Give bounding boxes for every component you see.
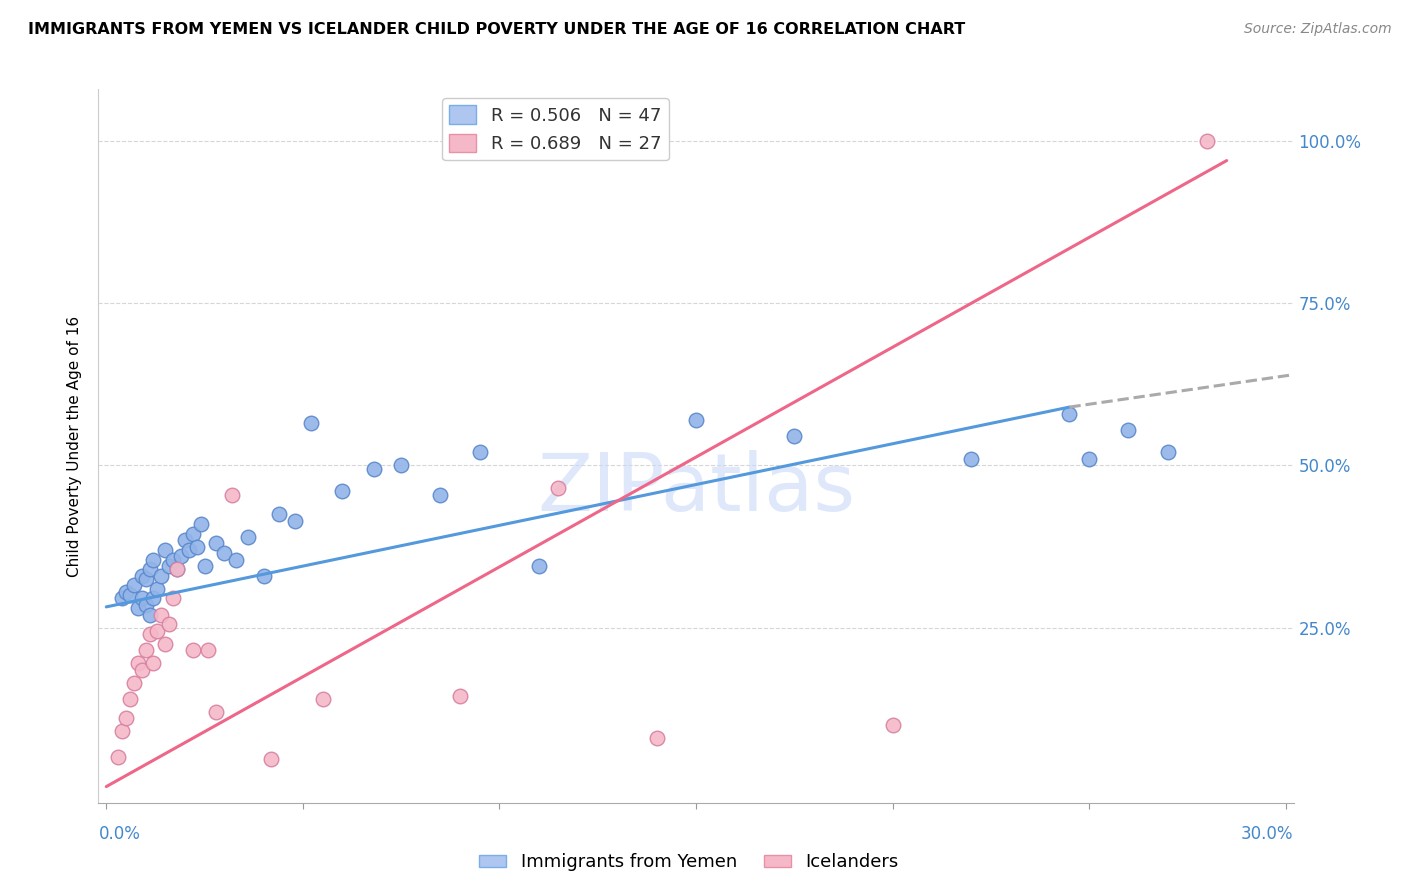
Point <box>150 607 173 622</box>
Point <box>212 546 235 560</box>
Point <box>131 568 153 582</box>
Point <box>122 675 145 690</box>
Point <box>960 452 983 467</box>
Point <box>115 585 138 599</box>
Point <box>236 530 259 544</box>
Point <box>389 458 412 473</box>
Point <box>157 559 180 574</box>
Point <box>330 484 353 499</box>
Text: 0.0%: 0.0% <box>98 825 141 843</box>
Point <box>162 552 184 566</box>
Point <box>127 601 149 615</box>
Point <box>127 657 149 671</box>
Point <box>311 692 333 706</box>
Point <box>135 598 157 612</box>
Point <box>547 481 569 495</box>
Point <box>138 607 160 622</box>
Point <box>166 562 188 576</box>
Point <box>363 461 385 475</box>
Point <box>181 643 204 657</box>
Point <box>1195 134 1218 148</box>
Text: IMMIGRANTS FROM YEMEN VS ICELANDER CHILD POVERTY UNDER THE AGE OF 16 CORRELATION: IMMIGRANTS FROM YEMEN VS ICELANDER CHILD… <box>28 22 966 37</box>
Point <box>115 711 138 725</box>
Point <box>252 568 274 582</box>
Point <box>468 445 491 459</box>
Point <box>193 559 215 574</box>
Text: 30.0%: 30.0% <box>1241 825 1294 843</box>
Point <box>138 627 160 641</box>
Point <box>142 657 165 671</box>
Point <box>1059 407 1081 421</box>
Point <box>449 689 471 703</box>
Point <box>138 562 160 576</box>
Text: Source: ZipAtlas.com: Source: ZipAtlas.com <box>1244 22 1392 37</box>
Point <box>174 533 197 547</box>
Point <box>1078 452 1101 467</box>
Point <box>205 536 228 550</box>
Point <box>685 413 707 427</box>
Point <box>150 568 173 582</box>
Legend: R = 0.506   N = 47, R = 0.689   N = 27: R = 0.506 N = 47, R = 0.689 N = 27 <box>441 98 668 161</box>
Point <box>197 643 219 657</box>
Point <box>107 750 129 764</box>
Point <box>269 507 291 521</box>
Point <box>131 663 153 677</box>
Point <box>527 559 550 574</box>
Point <box>181 526 204 541</box>
Point <box>118 692 141 706</box>
Point <box>645 731 668 745</box>
Point <box>284 514 307 528</box>
Point <box>260 752 283 766</box>
Point <box>157 617 180 632</box>
Point <box>429 488 451 502</box>
Point <box>783 429 806 443</box>
Point <box>135 572 157 586</box>
Point <box>142 591 165 606</box>
Point <box>155 637 177 651</box>
Point <box>111 591 134 606</box>
Point <box>225 552 247 566</box>
Point <box>162 591 184 606</box>
Point <box>882 718 904 732</box>
Point <box>142 552 165 566</box>
Point <box>122 578 145 592</box>
Point <box>118 588 141 602</box>
Text: ZIPatlas: ZIPatlas <box>537 450 855 528</box>
Point <box>205 705 228 719</box>
Point <box>146 624 169 638</box>
Point <box>135 643 157 657</box>
Point <box>170 549 193 564</box>
Point <box>177 542 200 557</box>
Point <box>131 591 153 606</box>
Point <box>221 488 243 502</box>
Point <box>190 516 212 531</box>
Point <box>186 540 208 554</box>
Point <box>1118 423 1140 437</box>
Point <box>111 724 134 739</box>
Y-axis label: Child Poverty Under the Age of 16: Child Poverty Under the Age of 16 <box>67 316 83 576</box>
Point <box>1157 445 1180 459</box>
Point <box>146 582 169 596</box>
Point <box>155 542 177 557</box>
Legend: Immigrants from Yemen, Icelanders: Immigrants from Yemen, Icelanders <box>472 847 905 879</box>
Point <box>166 562 188 576</box>
Point <box>299 417 322 431</box>
